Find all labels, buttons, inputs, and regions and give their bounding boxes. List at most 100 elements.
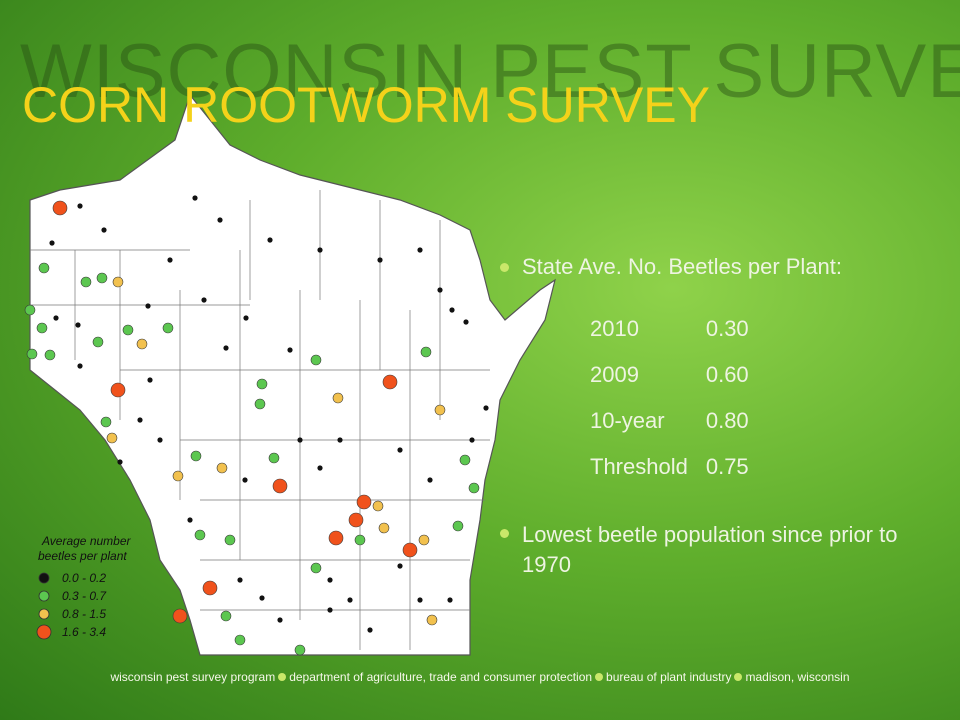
legend-label: 0.8 - 1.5 (62, 607, 106, 621)
legend-marker (38, 572, 50, 584)
survey-point (75, 322, 81, 328)
survey-point (377, 257, 383, 263)
legend-marker (38, 608, 50, 620)
title: CORN ROOTWORM SURVEY (22, 77, 710, 133)
survey-point (80, 276, 92, 288)
bullet-text: Lowest beetle population since prior to … (522, 522, 898, 577)
survey-point (259, 595, 265, 601)
survey-point (122, 324, 134, 336)
table-row: 2010 0.30 (590, 306, 767, 352)
survey-point (402, 542, 418, 558)
survey-point (447, 597, 453, 603)
bullet-text: State Ave. No. Beetles per Plant: (522, 254, 843, 279)
survey-point (287, 347, 293, 353)
survey-point (192, 195, 198, 201)
survey-point (317, 247, 323, 253)
survey-point (38, 262, 50, 274)
separator-dot (278, 673, 287, 681)
survey-point (242, 477, 248, 483)
survey-point (112, 276, 124, 288)
survey-point (172, 470, 184, 482)
legend-label: 0.0 - 0.2 (62, 571, 106, 585)
survey-point (354, 534, 366, 546)
survey-point (202, 580, 218, 596)
survey-point (117, 459, 123, 465)
survey-point (294, 644, 306, 656)
footer: wisconsin pest survey program department … (0, 670, 960, 684)
value-cell: 0.80 (705, 408, 749, 433)
survey-point (347, 597, 353, 603)
survey-point (53, 315, 59, 321)
survey-point (459, 454, 471, 466)
survey-point (468, 482, 480, 494)
survey-point (483, 405, 489, 411)
survey-point (449, 307, 455, 313)
survey-point (268, 452, 280, 464)
state-outline (29, 93, 556, 656)
survey-point (110, 382, 126, 398)
survey-point (223, 345, 229, 351)
legend-label: 0.3 - 0.7 (62, 589, 107, 603)
survey-point (469, 437, 475, 443)
legend-marker (36, 624, 52, 640)
survey-point (137, 417, 143, 423)
survey-point (100, 416, 112, 428)
table-row: 2009 0.60 (590, 352, 767, 398)
survey-point (417, 597, 423, 603)
survey-point (317, 465, 323, 471)
footer-text: wisconsin pest survey program (110, 670, 276, 684)
separator-dot (734, 673, 743, 681)
survey-point (267, 237, 273, 243)
survey-point (194, 529, 206, 541)
survey-point (77, 363, 83, 369)
survey-point (427, 477, 433, 483)
survey-point (437, 287, 443, 293)
label-cell: 2010 (590, 316, 639, 341)
survey-point (452, 520, 464, 532)
survey-point (256, 378, 268, 390)
survey-point (24, 304, 36, 316)
stats-table: 2010 0.30 2009 0.60 10-year 0.80 Threshold 0.75 (590, 306, 767, 490)
survey-point (418, 534, 430, 546)
survey-point (378, 522, 390, 534)
value-cell: 0.30 (705, 316, 749, 341)
survey-point (217, 217, 223, 223)
separator-dot (595, 673, 604, 681)
survey-point (92, 336, 104, 348)
survey-point (145, 303, 151, 309)
value-cell: 0.75 (705, 454, 749, 479)
survey-point (101, 227, 107, 233)
footer-text: department of agriculture, trade and con… (289, 670, 593, 684)
label-cell: 2009 (590, 362, 639, 387)
survey-point (26, 348, 38, 360)
survey-point (172, 608, 188, 624)
legend-title: beetles per plant (38, 549, 127, 563)
survey-point (397, 447, 403, 453)
survey-point (77, 203, 83, 209)
bullet: State Ave. No. Beetles per Plant: (500, 254, 842, 280)
legend-title: Average number (41, 534, 132, 548)
table-row: 10-year 0.80 (590, 398, 767, 444)
legend-label: 1.6 - 3.4 (62, 625, 106, 639)
survey-point (337, 437, 343, 443)
survey-point (157, 437, 163, 443)
survey-point (356, 494, 372, 510)
survey-point (106, 432, 118, 444)
survey-point (243, 315, 249, 321)
survey-point (49, 240, 55, 246)
survey-point (167, 257, 173, 263)
survey-point (367, 627, 373, 633)
survey-point (372, 500, 384, 512)
survey-point (254, 398, 266, 410)
survey-point (327, 577, 333, 583)
value-cell: 0.60 (705, 362, 749, 387)
survey-point (328, 530, 344, 546)
legend: Average number beetles per plant 0.0 - 0… (36, 534, 132, 640)
survey-point (237, 577, 243, 583)
background-title: WISCONSIN PEST SURVEY (20, 29, 960, 114)
bullet: Lowest beetle population since prior to … (500, 520, 920, 580)
survey-point (52, 200, 68, 216)
survey-point (434, 404, 446, 416)
survey-point (44, 349, 56, 361)
